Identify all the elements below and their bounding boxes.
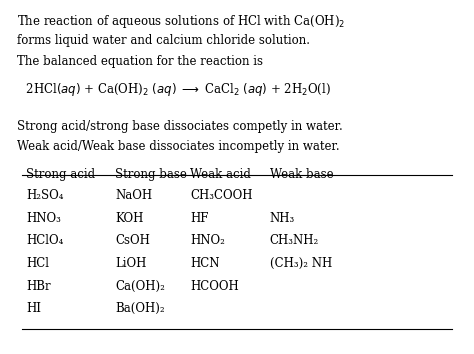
Text: (CH₃)₂ NH: (CH₃)₂ NH [270,257,332,270]
Text: HCN: HCN [190,257,219,270]
Text: HF: HF [190,212,209,225]
Text: HNO₃: HNO₃ [26,212,61,225]
Text: HBr: HBr [26,280,51,293]
Text: Strong base: Strong base [115,168,187,181]
Text: CH₃NH₂: CH₃NH₂ [270,234,319,247]
Text: NH₃: NH₃ [270,212,295,225]
Text: HNO₂: HNO₂ [190,234,225,247]
Text: LiOH: LiOH [115,257,146,270]
Text: Ba(OH)₂: Ba(OH)₂ [115,302,165,315]
Text: Weak acid/Weak base dissociates incompetly in water.: Weak acid/Weak base dissociates incompet… [17,141,339,153]
Text: Weak acid: Weak acid [190,168,251,181]
Text: Ca(OH)₂: Ca(OH)₂ [115,280,165,293]
Text: CH₃COOH: CH₃COOH [190,189,253,202]
Text: H₂SO₄: H₂SO₄ [26,189,64,202]
Text: CsOH: CsOH [115,234,150,247]
Text: The reaction of aqueous solutions of HCl with Ca(OH)$_2$: The reaction of aqueous solutions of HCl… [17,13,345,30]
Text: HI: HI [26,302,41,315]
Text: HCOOH: HCOOH [190,280,239,293]
Text: Strong acid/strong base dissociates competly in water.: Strong acid/strong base dissociates comp… [17,120,343,132]
Text: forms liquid water and calcium chloride solution.: forms liquid water and calcium chloride … [17,34,310,47]
Text: KOH: KOH [115,212,144,225]
Text: HClO₄: HClO₄ [26,234,64,247]
Text: The balanced equation for the reaction is: The balanced equation for the reaction i… [17,55,263,68]
Text: 2HCl$(aq)$ + Ca(OH)$_2$ $(aq)$ $\longrightarrow$ CaCl$_2$ $(aq)$ + 2H$_2$O(l): 2HCl$(aq)$ + Ca(OH)$_2$ $(aq)$ $\longrig… [21,81,330,98]
Text: Weak base: Weak base [270,168,333,181]
Text: HCl: HCl [26,257,49,270]
Text: NaOH: NaOH [115,189,152,202]
Text: Strong acid: Strong acid [26,168,95,181]
